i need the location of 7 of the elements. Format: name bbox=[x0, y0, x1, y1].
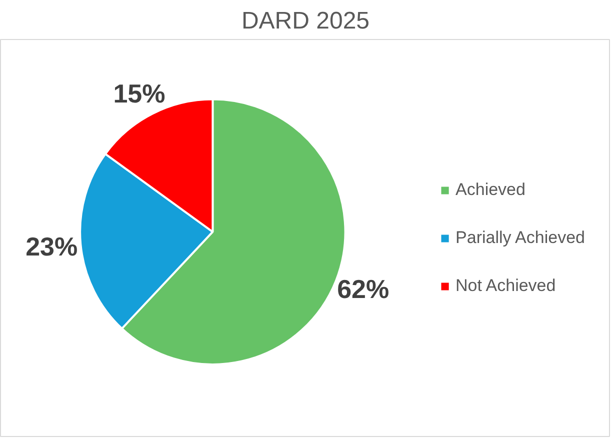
chart-title: DARD 2025 bbox=[241, 8, 370, 34]
data-label: 62% bbox=[337, 274, 390, 304]
data-label: 23% bbox=[26, 231, 78, 262]
data-label: 15% bbox=[113, 78, 166, 109]
legend-label: Not Achieved bbox=[456, 276, 556, 296]
legend-label: Achieved bbox=[456, 180, 526, 200]
legend-label: Parially Achieved bbox=[456, 228, 585, 248]
